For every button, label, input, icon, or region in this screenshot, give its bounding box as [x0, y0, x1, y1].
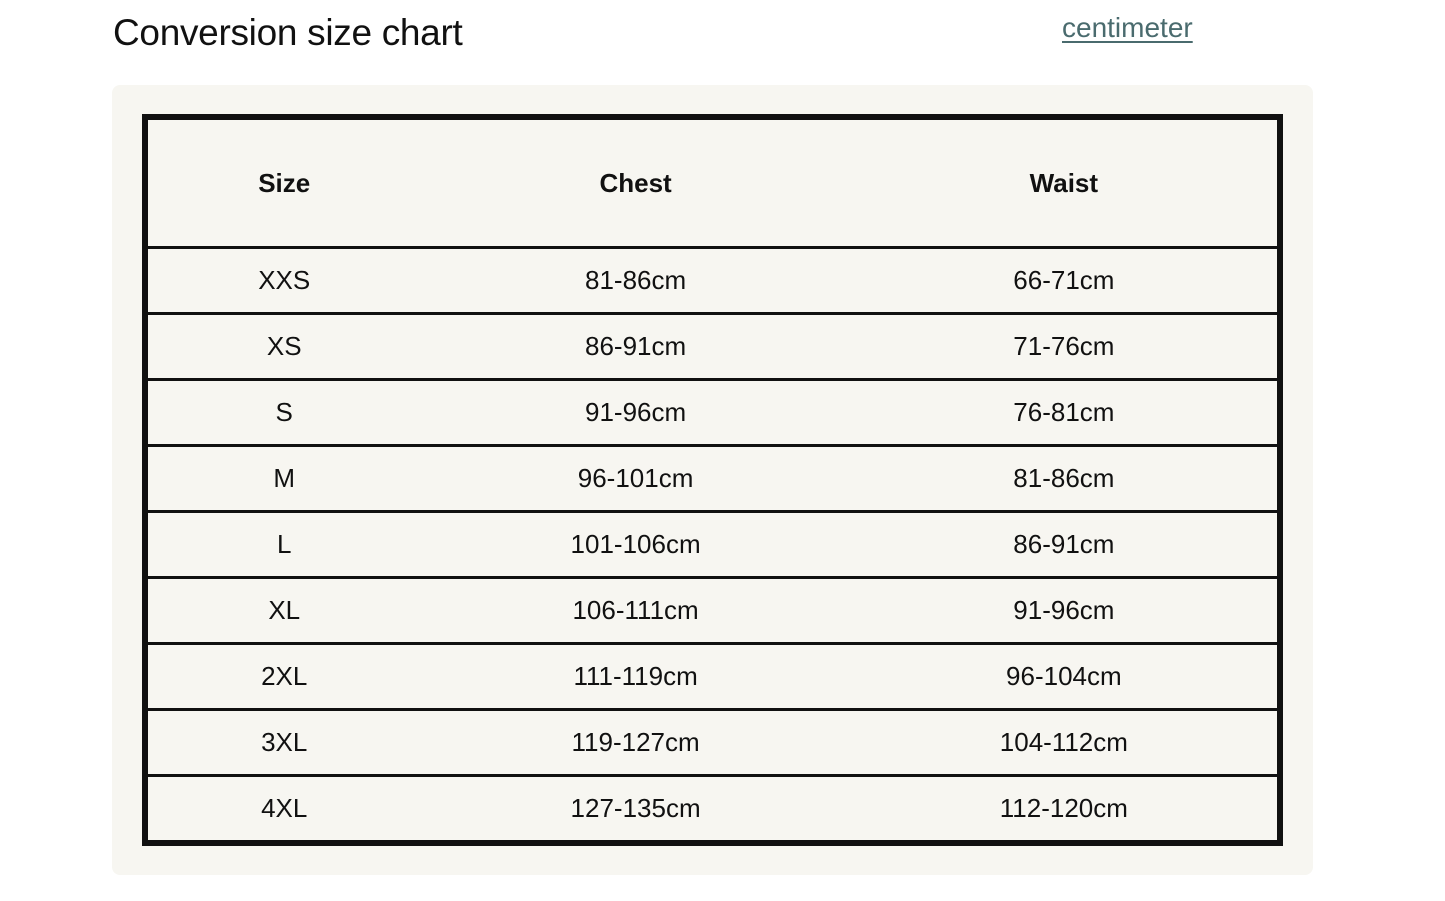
chest-cell: 96-101cm — [420, 445, 851, 513]
chest-cell: 101-106cm — [420, 511, 851, 579]
table-row: 2XL 111-119cm 96-104cm — [145, 643, 1280, 711]
size-chart-table: Size Chest Waist XXS 81-86cm 66-71cm XS 86-9… — [142, 114, 1283, 846]
waist-cell: 76-81cm — [850, 379, 1280, 447]
waist-cell: 104-112cm — [850, 709, 1280, 777]
size-cell: 2XL — [145, 643, 421, 711]
header-chest: Chest — [420, 117, 851, 249]
size-cell: XXS — [145, 247, 421, 315]
chest-cell: 91-96cm — [420, 379, 851, 447]
chest-cell: 127-135cm — [570, 793, 701, 823]
waist-cell: 86-91cm — [850, 511, 1280, 579]
waist-cell: 91-96cm — [850, 577, 1280, 645]
size-cell: M — [145, 445, 421, 513]
size-cell: XL — [145, 577, 421, 645]
waist-cell: 66-71cm — [850, 247, 1280, 315]
size-cell: L — [145, 511, 421, 579]
table-row: XS 86-91cm 71-76cm — [145, 313, 1280, 381]
waist-cell: 96-104cm — [850, 643, 1280, 711]
chest-cell: 81-86cm — [420, 247, 851, 315]
waist-cell: 81-86cm — [850, 445, 1280, 513]
chest-cell: 119-127cm — [420, 709, 851, 777]
waist-cell: 71-76cm — [850, 313, 1280, 381]
page-title: Conversion size chart — [113, 12, 463, 53]
table-row: 4XL 127-135cm 112-120cm — [145, 776, 1280, 844]
chest-cell: 111-119cm — [420, 643, 851, 711]
table-row: L 101-106cm 86-91cm — [145, 511, 1280, 579]
chest-cell: 86-91cm — [420, 313, 851, 381]
size-cell: S — [145, 379, 421, 447]
table-row: M 96-101cm 81-86cm — [145, 445, 1280, 513]
size-cell: 3XL — [145, 709, 421, 777]
table-row: 3XL 119-127cm 104-112cm — [145, 709, 1280, 777]
table-row: S 91-96cm 76-81cm — [145, 379, 1280, 447]
header-waist: Waist — [850, 117, 1280, 249]
unit-toggle-link[interactable]: centimeter — [1062, 12, 1193, 43]
table-header-row: Size Chest Waist — [145, 117, 1280, 249]
size-cell: 4XL — [261, 793, 308, 823]
table-row: XL 106-111cm 91-96cm — [145, 577, 1280, 645]
header-size: Size — [145, 117, 421, 249]
table-row: XXS 81-86cm 66-71cm — [145, 247, 1280, 315]
waist-cell: 112-120cm — [999, 793, 1128, 823]
size-cell: XS — [145, 313, 421, 381]
size-chart-panel: Size Chest Waist XXS 81-86cm 66-71cm XS 86-9… — [112, 85, 1313, 875]
chest-cell: 106-111cm — [420, 577, 851, 645]
